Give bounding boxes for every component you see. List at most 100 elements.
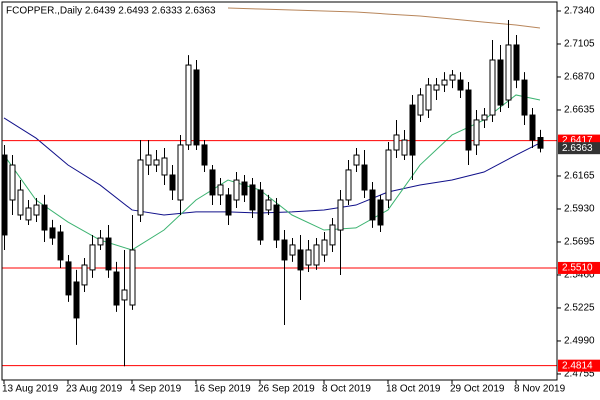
candle-body bbox=[369, 189, 376, 221]
candle-body bbox=[233, 179, 240, 201]
candle-body bbox=[121, 289, 128, 301]
candle-body bbox=[73, 281, 80, 319]
candle-body bbox=[97, 237, 104, 246]
candle-body bbox=[345, 169, 352, 201]
y-tick-label: 2.6165 bbox=[564, 171, 595, 182]
candle-body bbox=[537, 137, 544, 149]
candle-body bbox=[2, 154, 8, 236]
candle-body bbox=[49, 227, 56, 239]
level-label-box bbox=[558, 359, 600, 372]
candle-body bbox=[105, 237, 112, 271]
candle-body bbox=[329, 224, 336, 246]
candle-body bbox=[449, 74, 456, 81]
candle-body bbox=[393, 134, 400, 151]
candle-body bbox=[273, 204, 280, 241]
candle-body bbox=[265, 199, 272, 211]
candle-body bbox=[17, 189, 24, 216]
candle-body bbox=[257, 189, 264, 241]
candle-body bbox=[505, 44, 512, 101]
plot-frame bbox=[1, 1, 558, 381]
candle-body bbox=[137, 159, 144, 216]
candle-body bbox=[401, 139, 408, 156]
candle-body bbox=[321, 239, 328, 256]
y-tick-label: 2.5695 bbox=[564, 237, 595, 248]
y-tick-label: 2.4755 bbox=[564, 369, 595, 380]
x-tick-label: 29 Oct 2019 bbox=[450, 384, 505, 395]
x-tick-label: 16 Sep 2019 bbox=[194, 384, 251, 395]
candle-body bbox=[385, 149, 392, 201]
candle-body bbox=[305, 249, 312, 266]
candle-body bbox=[209, 169, 216, 196]
candle-body bbox=[377, 199, 384, 226]
level-label: 2.5510 bbox=[562, 263, 593, 274]
candle-body bbox=[425, 84, 432, 111]
candle-body bbox=[441, 79, 448, 86]
candle-body bbox=[153, 159, 160, 166]
candle-body bbox=[9, 164, 16, 201]
y-tick-label: 2.4990 bbox=[564, 336, 595, 347]
candle-body bbox=[489, 59, 496, 116]
candle-body bbox=[193, 69, 200, 146]
candle-body bbox=[313, 244, 320, 266]
price-axis: 2.7340 2.7105 2.6870 2.6635 2.6165 2.5930 2.56… bbox=[2, 6, 600, 395]
candle-body bbox=[201, 144, 208, 166]
candle-body bbox=[217, 184, 224, 196]
y-tick-label: 2.5930 bbox=[564, 204, 595, 215]
chart-title: FCOPPER.,Daily 2.6439 2.6493 2.6333 2.63… bbox=[6, 6, 216, 17]
candle-body bbox=[497, 59, 504, 106]
candle-body bbox=[33, 204, 40, 216]
x-tick-label: 8 Oct 2019 bbox=[322, 384, 371, 395]
y-tick-label: 2.6870 bbox=[564, 72, 595, 83]
bid-label: 2.6363 bbox=[562, 143, 593, 154]
candle-body bbox=[25, 207, 32, 221]
candle-body bbox=[513, 44, 520, 81]
candle-body bbox=[185, 64, 192, 146]
candle-body bbox=[65, 261, 72, 296]
candle-body bbox=[289, 244, 296, 256]
y-tick-label: 2.5460 bbox=[564, 270, 595, 281]
level-label: 2.4814 bbox=[562, 360, 593, 371]
y-tick-label: 2.7340 bbox=[564, 6, 595, 17]
y-tick-label: 2.6635 bbox=[564, 105, 595, 116]
candle-body bbox=[177, 144, 184, 201]
candle-body bbox=[481, 114, 488, 121]
y-tick-label: 2.7105 bbox=[564, 39, 595, 50]
candle-body bbox=[169, 174, 176, 191]
x-tick-label: 18 Oct 2019 bbox=[386, 384, 441, 395]
candle-body bbox=[465, 89, 472, 151]
candle-body bbox=[433, 84, 440, 91]
bid-label-box bbox=[558, 142, 600, 155]
candle-body bbox=[409, 104, 416, 156]
y-tick-label: 2.5225 bbox=[564, 303, 595, 314]
moving-average bbox=[227, 7, 541, 29]
level-label: 2.6417 bbox=[562, 135, 593, 146]
x-tick-label: 26 Sep 2019 bbox=[258, 384, 315, 395]
candle-body bbox=[129, 249, 136, 306]
candle-body bbox=[521, 79, 528, 116]
x-tick-label: 8 Nov 2019 bbox=[514, 384, 566, 395]
x-tick-label: 23 Aug 2019 bbox=[66, 384, 123, 395]
x-tick-label: 4 Sep 2019 bbox=[130, 384, 182, 395]
candle-body bbox=[81, 264, 88, 286]
candle-body bbox=[417, 94, 424, 116]
candle-body bbox=[89, 244, 96, 271]
candle-body bbox=[281, 239, 288, 261]
candle-body bbox=[225, 194, 232, 216]
candle-body bbox=[297, 249, 304, 271]
candle-body bbox=[113, 271, 120, 306]
candle-body bbox=[161, 157, 168, 176]
candle-body bbox=[57, 231, 64, 261]
candle-body bbox=[337, 199, 344, 231]
candle-body bbox=[473, 119, 480, 146]
candle-body bbox=[353, 154, 360, 166]
candle-body bbox=[457, 79, 464, 91]
candle-body bbox=[41, 204, 48, 231]
level-label-box bbox=[558, 261, 600, 274]
candle-body bbox=[145, 154, 152, 166]
plot-area bbox=[2, 7, 557, 367]
candle-body bbox=[249, 184, 256, 211]
candle-body bbox=[241, 181, 248, 196]
x-tick-label: 13 Aug 2019 bbox=[2, 384, 59, 395]
candle-body bbox=[361, 164, 368, 191]
